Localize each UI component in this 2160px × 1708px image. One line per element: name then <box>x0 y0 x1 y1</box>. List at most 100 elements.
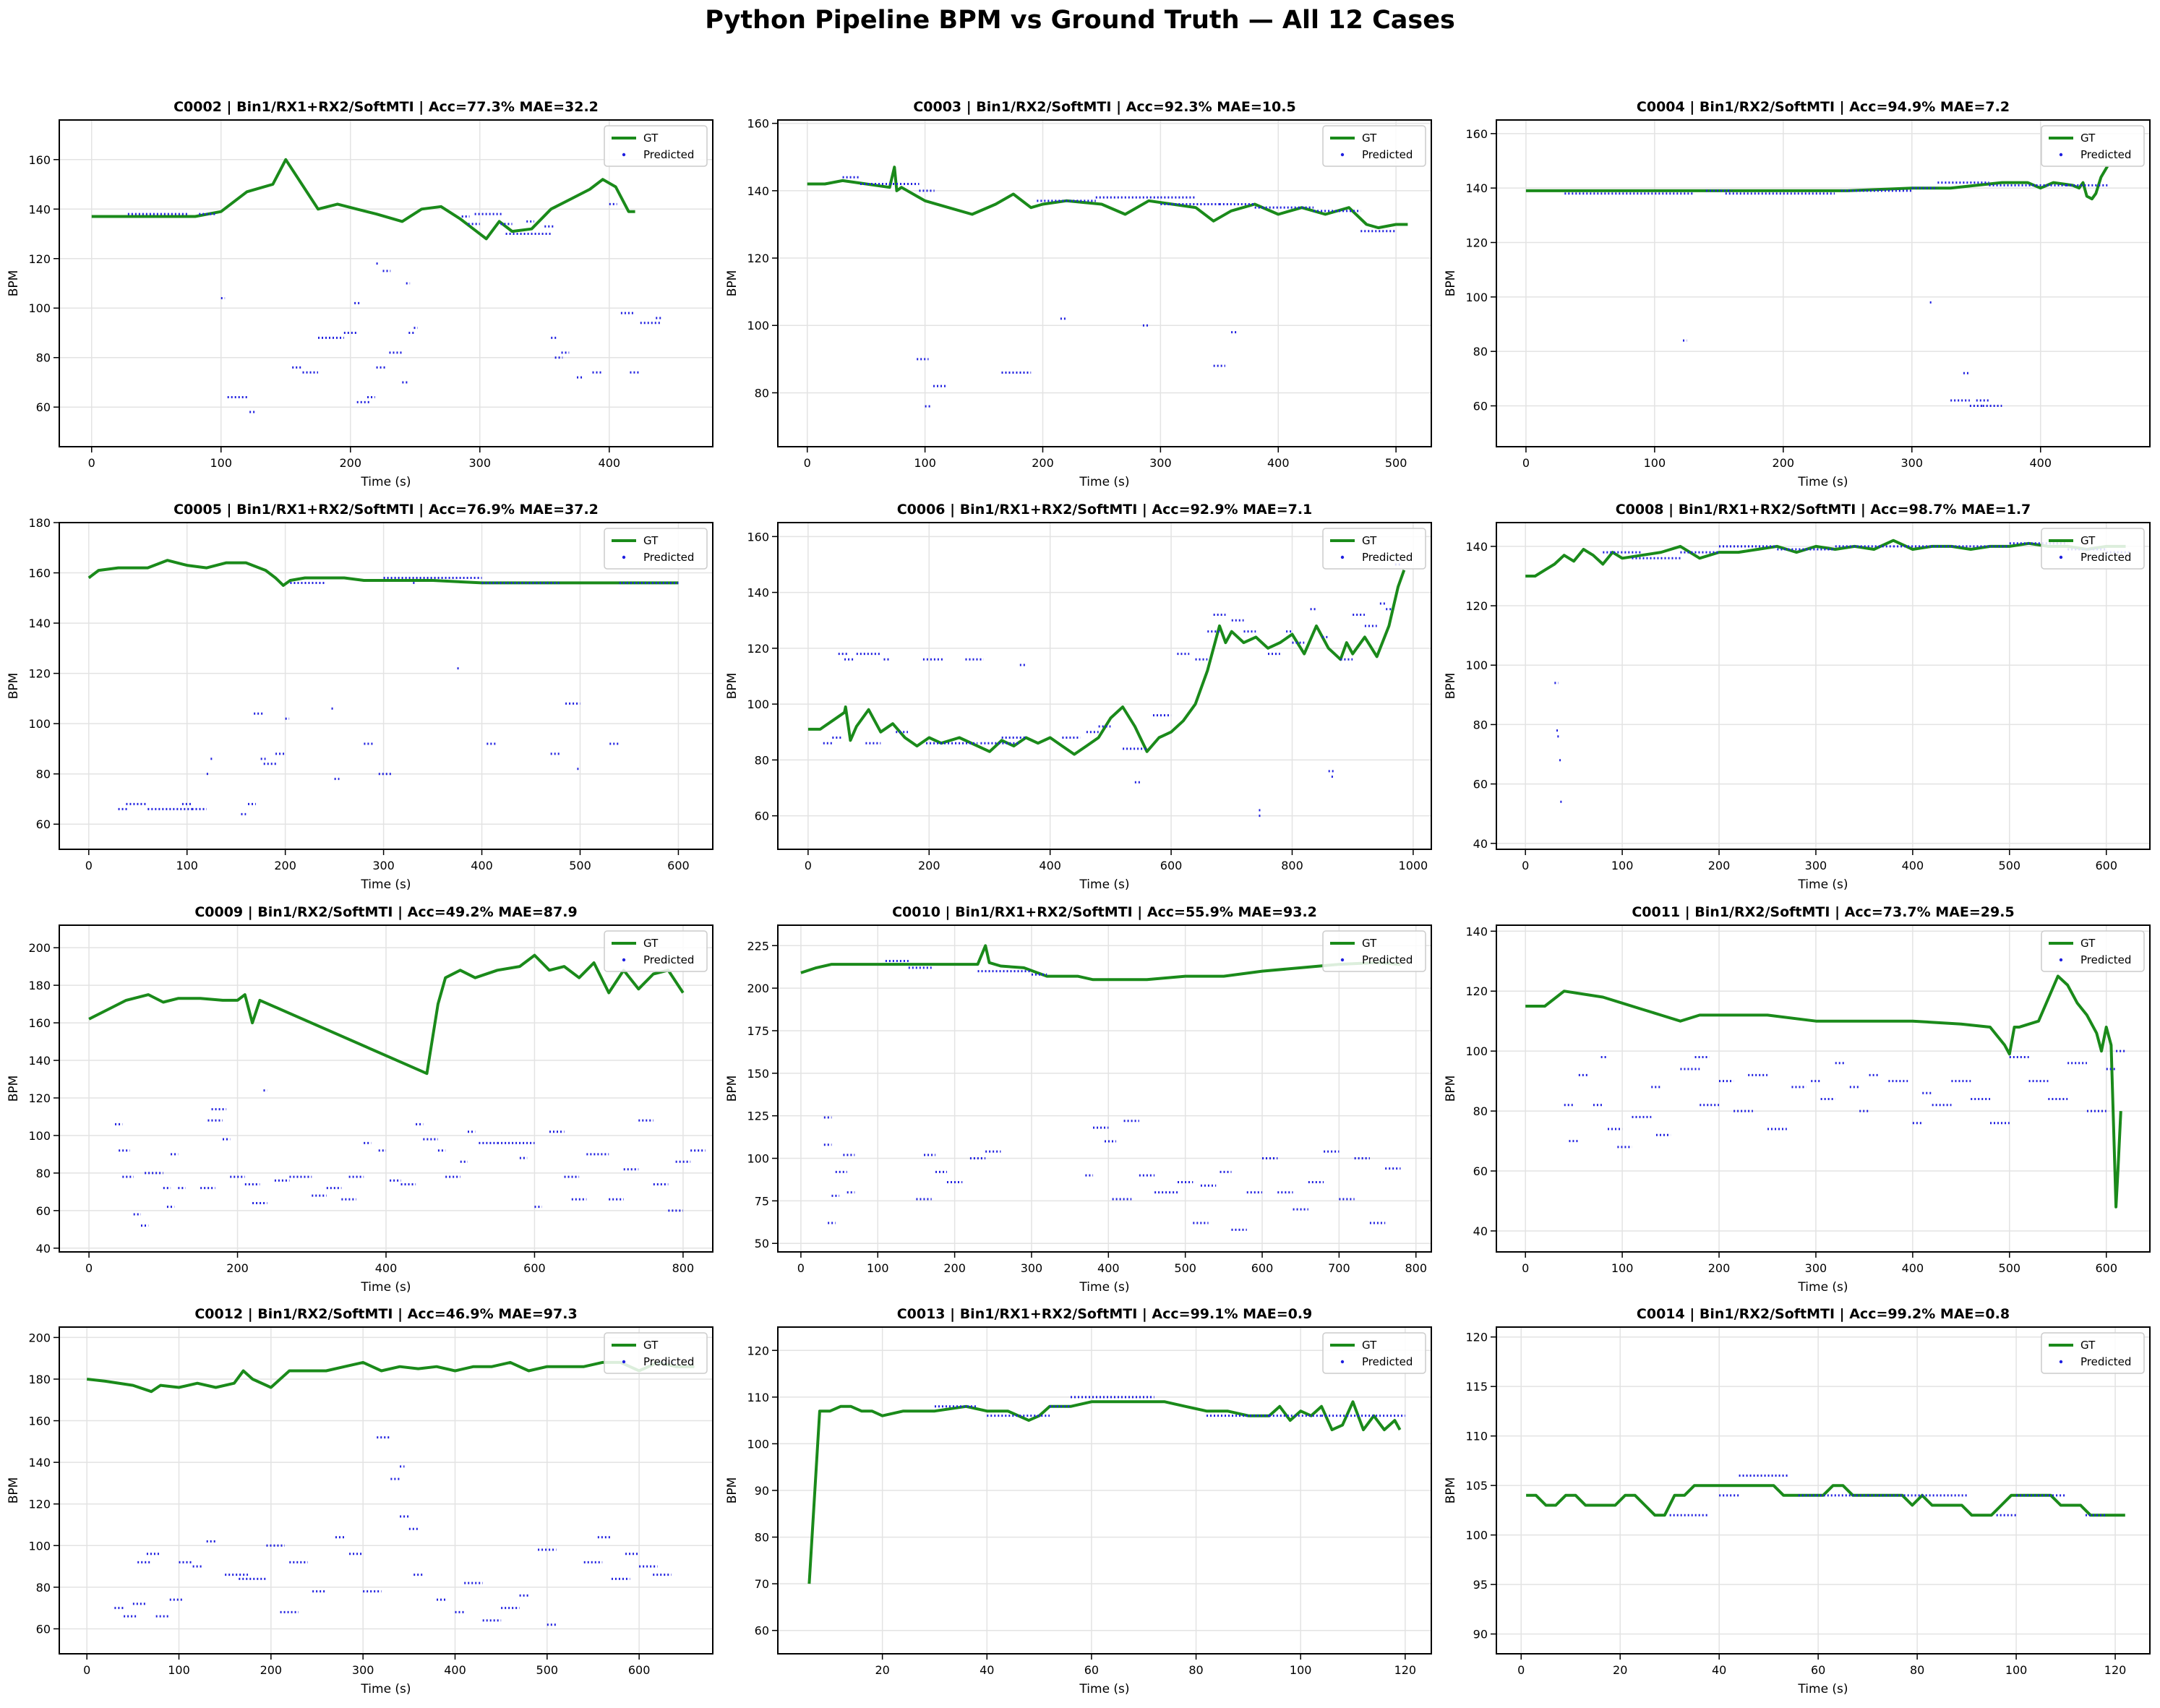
data-layer <box>88 953 706 1227</box>
subplot-10: 0 100 200 300 400 500 600 60 80 100 120 140 160 180 20… <box>7 1306 713 1696</box>
legend-box <box>604 1332 708 1374</box>
gt-series-line <box>807 1400 1402 1584</box>
x-tick-label: 400 <box>1097 1261 1120 1275</box>
y-tick-label: 100 <box>1465 1529 1488 1542</box>
gt-series-line <box>807 166 1408 230</box>
y-tick-label: 140 <box>28 617 51 630</box>
y-tick-label: 100 <box>28 1129 51 1143</box>
y-tick-label: 120 <box>1465 599 1488 613</box>
y-tick-label: 120 <box>28 667 51 681</box>
x-tick-label: 0 <box>1522 1261 1529 1275</box>
x-axis-label: Time (s) <box>1079 1682 1129 1696</box>
data-layer <box>807 563 1406 817</box>
legend-box <box>1322 125 1426 167</box>
subplot-11: 20 40 60 80 100 120 60 70 80 90 100 110 120 C0013 | B… <box>725 1306 1432 1696</box>
gt-series-line <box>1525 974 2122 1209</box>
x-tick-label: 100 <box>168 1663 190 1677</box>
y-tick-label: 90 <box>755 1484 769 1498</box>
x-tick-label: 100 <box>210 456 232 470</box>
x-tick-label: 60 <box>1811 1663 1825 1677</box>
x-tick-label: 100 <box>1290 1663 1312 1677</box>
x-tick-label: 300 <box>1149 456 1172 470</box>
x-tick-label: 200 <box>274 859 296 872</box>
legend-predicted-swatch <box>622 958 626 962</box>
x-tick-label: 0 <box>85 859 93 872</box>
x-tick-label: 300 <box>352 1663 374 1677</box>
data-layer <box>86 1360 695 1626</box>
legend-gt-label: GT <box>1362 132 1377 145</box>
y-tick-label: 60 <box>1473 1164 1488 1178</box>
x-tick-label: 800 <box>1281 859 1303 872</box>
legend-box <box>1322 1332 1426 1374</box>
subplot-title: C0005 | Bin1/RX1+RX2/SoftMTI | Acc=76.9%… <box>173 502 599 518</box>
y-axis-label: BPM <box>1444 1477 1458 1504</box>
plot-area <box>1496 1327 2150 1654</box>
x-tick-label: 300 <box>1805 1261 1827 1275</box>
x-axis-label: Time (s) <box>1079 877 1129 892</box>
data-layer <box>807 166 1408 408</box>
axes-frame <box>59 1326 713 1655</box>
x-tick-label: 400 <box>1902 1261 1924 1275</box>
plot-area <box>1496 120 2150 447</box>
y-tick-label: 100 <box>747 1152 769 1166</box>
x-tick-label: 500 <box>536 1663 559 1677</box>
legend-predicted-swatch <box>2059 555 2063 559</box>
gt-series-line <box>1525 165 2109 201</box>
subplot-title: C0006 | Bin1/RX1+RX2/SoftMTI | Acc=92.9%… <box>897 502 1313 518</box>
legend-gt-label: GT <box>1362 1339 1377 1352</box>
y-tick-label: 100 <box>747 319 769 332</box>
x-tick-label: 100 <box>1611 1261 1634 1275</box>
x-tick-label: 300 <box>372 859 395 872</box>
legend-gt-label: GT <box>2080 937 2096 950</box>
x-tick-label: 400 <box>375 1261 398 1275</box>
x-tick-label: 500 <box>1174 1261 1196 1275</box>
legend-box <box>1322 528 1426 570</box>
y-axis-label: BPM <box>725 1477 740 1504</box>
y-tick-label: 140 <box>28 202 51 216</box>
y-tick-label: 80 <box>755 753 769 767</box>
y-tick-label: 200 <box>747 982 769 995</box>
x-tick-label: 40 <box>980 1663 994 1677</box>
plot-area <box>59 1327 713 1654</box>
legend: GT Predicted <box>604 930 708 972</box>
x-axis-label: Time (s) <box>360 475 411 489</box>
legend-gt-label: GT <box>2080 534 2096 547</box>
x-axis-label: Time (s) <box>360 1682 411 1696</box>
x-tick-label: 80 <box>1188 1663 1203 1677</box>
y-tick-label: 160 <box>28 1016 51 1030</box>
legend: GT Predicted <box>604 125 708 167</box>
axes-frame <box>777 522 1432 850</box>
legend-predicted-label: Predicted <box>2080 551 2131 564</box>
x-tick-label: 400 <box>2029 456 2052 470</box>
x-tick-label: 800 <box>1405 1261 1427 1275</box>
data-layer <box>800 944 1401 1231</box>
x-tick-label: 400 <box>1039 859 1061 872</box>
x-tick-label: 200 <box>1708 1261 1731 1275</box>
y-tick-label: 160 <box>28 153 51 167</box>
x-tick-label: 200 <box>943 1261 966 1275</box>
y-tick-label: 140 <box>1465 540 1488 554</box>
y-tick-label: 120 <box>747 1344 769 1357</box>
figure-title: Python Pipeline BPM vs Ground Truth — Al… <box>705 6 1455 35</box>
y-tick-label: 225 <box>747 939 769 953</box>
legend: GT Predicted <box>604 1332 708 1374</box>
legend-predicted-label: Predicted <box>2080 148 2131 161</box>
x-tick-label: 20 <box>1613 1663 1627 1677</box>
gt-series-line <box>91 158 635 241</box>
y-axis-label: BPM <box>7 1477 21 1504</box>
y-tick-label: 100 <box>747 1437 769 1451</box>
y-axis-label: BPM <box>725 1076 740 1102</box>
y-tick-label: 160 <box>747 117 769 131</box>
y-tick-label: 125 <box>747 1110 769 1123</box>
x-tick-label: 500 <box>1385 456 1407 470</box>
y-tick-label: 200 <box>28 1331 51 1344</box>
subplot-2: 0 100 200 300 400 500 80 100 120 140 160 C0003 | Bi… <box>725 99 1432 489</box>
y-tick-label: 80 <box>36 768 51 781</box>
data-layer <box>1526 1474 2125 1517</box>
x-tick-label: 0 <box>804 456 811 470</box>
x-tick-label: 120 <box>2104 1663 2127 1677</box>
x-axis-label: Time (s) <box>360 1280 411 1295</box>
x-axis-label: Time (s) <box>1797 877 1848 892</box>
subplot-12: 0 20 40 60 80 100 120 90 95 100 105 110 115 120 C0014 … <box>1444 1306 2151 1696</box>
